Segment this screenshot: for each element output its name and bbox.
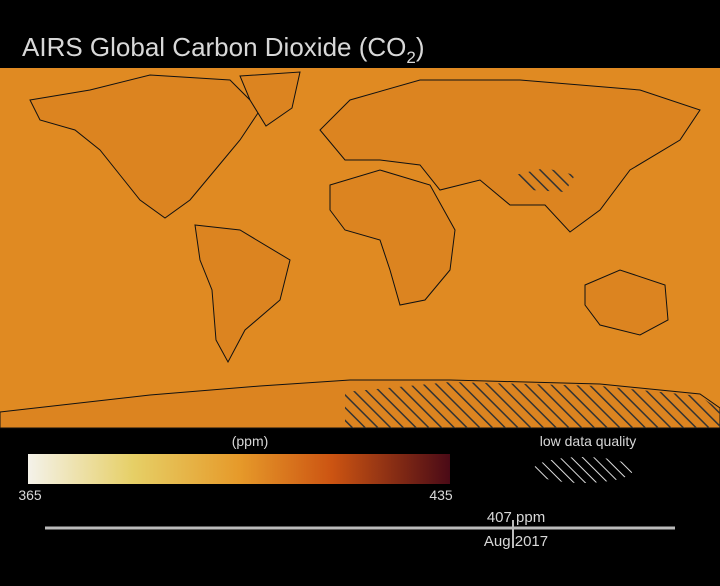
africa — [329, 169, 456, 306]
map — [0, 68, 720, 429]
antarctica-low-quality — [345, 382, 720, 428]
colorbar-label: (ppm) — [232, 433, 269, 449]
south-america — [194, 224, 291, 364]
tibet-low-quality — [515, 168, 575, 192]
title-close: ) — [416, 32, 425, 62]
eurasia — [319, 79, 701, 233]
north-america — [29, 74, 261, 219]
title: AIRS Global Carbon Dioxide (CO2) — [22, 32, 425, 67]
australia — [584, 269, 669, 336]
colorbar — [28, 454, 450, 484]
timeline-date: Aug 2017 — [484, 533, 548, 550]
title-subscript: 2 — [406, 48, 415, 67]
low-quality-swatch — [533, 457, 633, 483]
low-quality-label: low data quality — [540, 433, 637, 449]
title-text: AIRS Global Carbon Dioxide (CO — [22, 32, 406, 62]
colorbar-min: 365 — [18, 487, 42, 503]
timeline-value: 407 ppm — [487, 509, 545, 526]
colorbar-max: 435 — [429, 487, 453, 503]
greenland — [239, 71, 301, 127]
